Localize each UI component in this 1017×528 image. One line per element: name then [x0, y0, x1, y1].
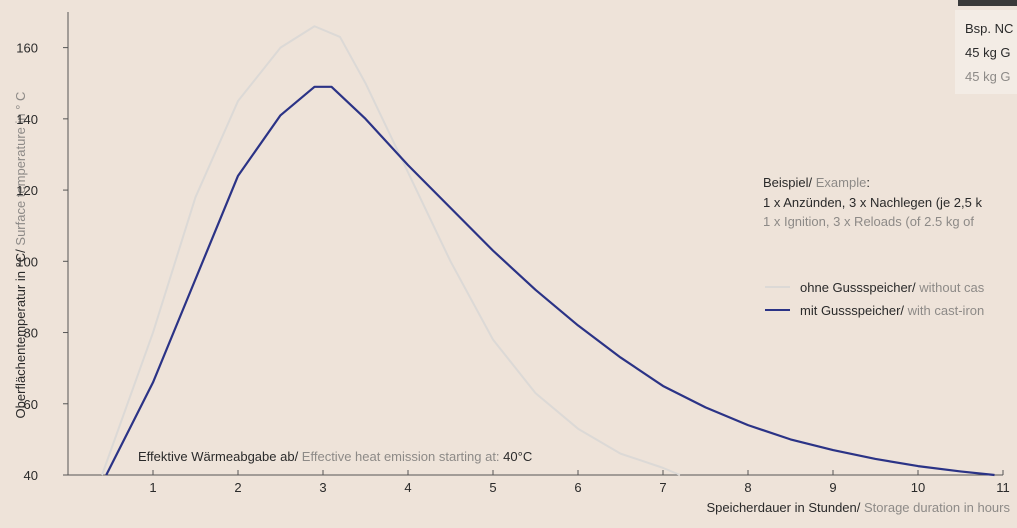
corner-note: 45 kg G [965, 69, 1011, 84]
x-tick-label: 2 [234, 480, 241, 495]
legend-name-en: with cast-iron [904, 303, 984, 318]
x-tick-label: 8 [744, 480, 751, 495]
corner-note: Bsp. NC [965, 21, 1013, 36]
x-tick-label: 10 [911, 480, 925, 495]
x-tick-label: 4 [404, 480, 411, 495]
series-line [101, 25, 681, 476]
example-line-en: 1 x Ignition, 3 x Reloads (of 2.5 kg of [763, 214, 974, 229]
y-label-de: Oberflächentemperatur in °C/ [13, 249, 28, 419]
legend-entry: ohne Gussspeicher/ without cas [800, 280, 985, 295]
annotation: Effektive Wärmeabgabe ab/ Effective heat… [138, 449, 532, 464]
x-tick-label: 1 [149, 480, 156, 495]
legend-name-en: without cas [916, 280, 985, 295]
annotation-de: Effektive Wärmeabgabe ab/ [138, 449, 299, 464]
x-label-de: Speicherdauer in Stunden/ [706, 500, 860, 515]
legend-entry: mit Gussspeicher/ with cast-iron [800, 303, 984, 318]
corner-note: 45 kg G [965, 45, 1011, 60]
x-label-en: Storage duration in hours [860, 500, 1010, 515]
annotation-value: 40°C [503, 449, 532, 464]
y-tick-label: 140 [16, 112, 38, 127]
y-tick-label: 120 [16, 183, 38, 198]
x-tick-label: 7 [659, 480, 666, 495]
y-axis-label: Oberflächentemperatur in °C/ Surface tem… [13, 92, 28, 419]
example-colon: : [866, 175, 870, 190]
example-en: Example [812, 175, 866, 190]
y-label-en: Surface temperature in ° C [13, 92, 28, 250]
y-tick-label: 100 [16, 254, 38, 269]
series-line [105, 85, 995, 477]
x-tick-label: 11 [996, 480, 1010, 495]
legend-name: mit Gussspeicher/ [800, 303, 904, 318]
x-tick-label: 3 [319, 480, 326, 495]
annotation-en: Effective heat emission starting at: [298, 449, 503, 464]
y-tick-label: 60 [24, 397, 38, 412]
y-tick-label: 80 [24, 326, 38, 341]
example-title: Beispiel/ Example: [763, 175, 870, 190]
example-de: Beispiel/ [763, 175, 813, 190]
x-tick-label: 9 [829, 480, 836, 495]
x-axis-label: Speicherdauer in Stunden/ Storage durati… [706, 500, 1010, 515]
x-tick-label: 6 [574, 480, 581, 495]
x-tick-label: 5 [489, 480, 496, 495]
example-line-de: 1 x Anzünden, 3 x Nachlegen (je 2,5 k [763, 195, 982, 210]
photo-edge [958, 0, 1017, 6]
y-tick-label: 40 [24, 468, 38, 483]
note-box [955, 10, 1017, 94]
legend-name: ohne Gussspeicher/ [800, 280, 916, 295]
y-tick-label: 160 [16, 41, 38, 56]
